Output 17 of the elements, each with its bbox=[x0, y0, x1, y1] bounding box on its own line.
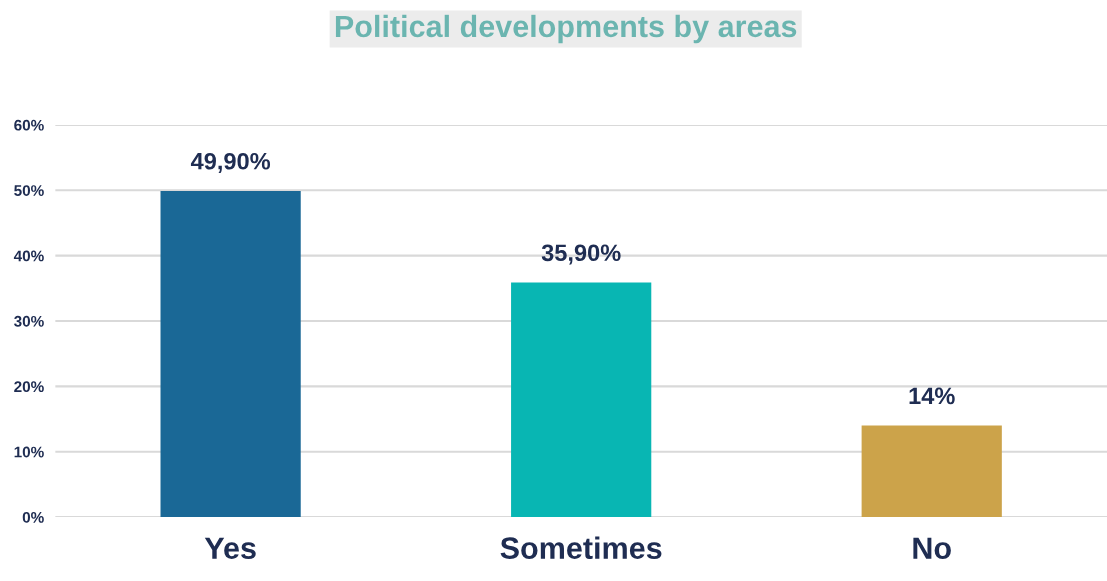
bar bbox=[511, 282, 652, 518]
y-tick-label: 0% bbox=[22, 511, 44, 523]
data-label: 49,90% bbox=[190, 152, 271, 174]
x-tick-label: No bbox=[913, 537, 951, 559]
bar bbox=[861, 425, 1002, 518]
y-tick-label: 30% bbox=[14, 315, 44, 327]
chart-title: Political developments by areas bbox=[335, 14, 797, 44]
x-tick-label: Sometimes bbox=[500, 536, 662, 559]
bar bbox=[160, 190, 301, 518]
data-label: 35,90% bbox=[541, 244, 621, 265]
y-tick-label: 20% bbox=[14, 381, 44, 393]
x-tick-label: Yes bbox=[204, 537, 256, 559]
y-tick-label: 10% bbox=[14, 446, 44, 458]
y-tick-label: 40% bbox=[13, 250, 44, 262]
y-tick-label: 50% bbox=[14, 185, 44, 196]
y-tick-label: 60% bbox=[14, 119, 44, 131]
data-label: 14% bbox=[909, 387, 955, 405]
